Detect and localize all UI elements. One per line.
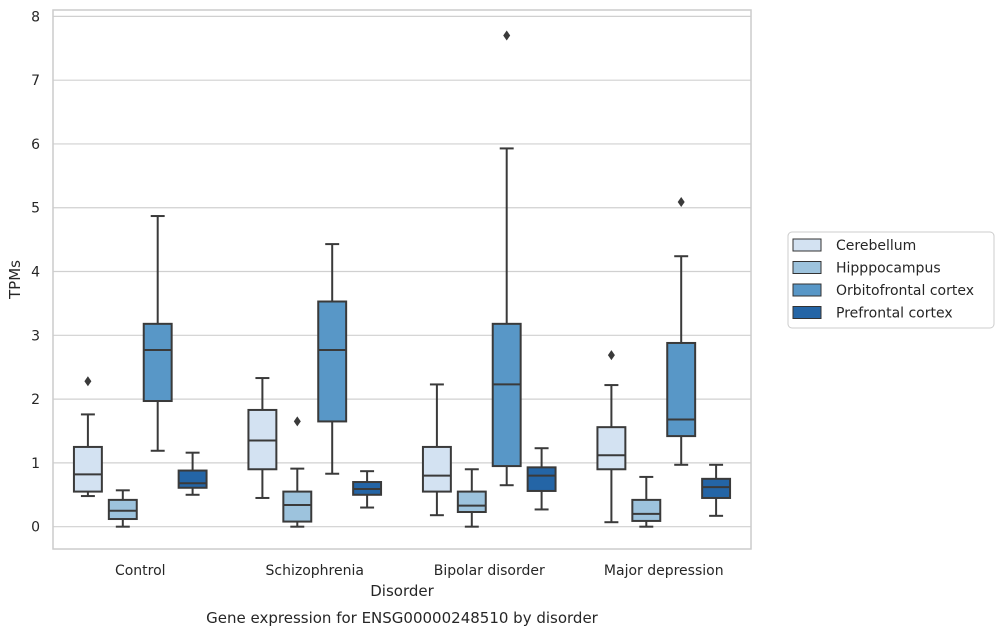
x-tick-label: Control xyxy=(115,563,166,579)
y-tick-labels: 0 1 2 3 4 5 6 7 8 xyxy=(31,9,40,535)
legend-frame xyxy=(787,231,995,329)
outlier-point xyxy=(677,196,685,207)
legend-entry: Orbitofrontal cortex xyxy=(836,283,974,299)
box-cerebellum-0 xyxy=(72,376,103,498)
legend: Cerebellum Hipppocampus Orbitofrontal cort… xyxy=(787,231,995,329)
box-iqr xyxy=(72,445,103,493)
x-axis-label: Disorder xyxy=(370,582,434,600)
box-iqr xyxy=(107,498,138,521)
legend-entry: Prefrontal cortex xyxy=(836,306,953,322)
box-iqr xyxy=(631,498,662,522)
box-orbitofrontal-cortex-3 xyxy=(666,196,697,466)
figure-caption: Gene expression for ENSG00000248510 by d… xyxy=(206,609,599,627)
box-orbitofrontal-cortex-2 xyxy=(491,30,522,487)
legend-swatch xyxy=(792,238,822,252)
y-tick-label: 0 xyxy=(31,520,40,536)
y-tick-label: 3 xyxy=(31,328,40,344)
box-hipppocampus-1 xyxy=(282,416,313,528)
x-tick-labels: Control Schizophrenia Bipolar disorder Majo… xyxy=(115,563,724,579)
plot-frame xyxy=(52,9,752,550)
box-iqr xyxy=(421,445,452,493)
box-iqr xyxy=(596,426,627,471)
box-iqr xyxy=(491,322,522,468)
x-tick-label: Schizophrenia xyxy=(266,563,364,579)
box-iqr xyxy=(282,490,313,523)
box-prefrontal-cortex-3 xyxy=(701,463,732,517)
box-prefrontal-cortex-2 xyxy=(526,447,557,511)
box-orbitofrontal-cortex-0 xyxy=(142,215,173,452)
y-tick-label: 4 xyxy=(31,265,40,281)
y-tick-label: 5 xyxy=(31,201,40,217)
box-cerebellum-2 xyxy=(421,383,452,517)
y-axis-label: TPMs xyxy=(6,260,24,300)
x-tick-label: Bipolar disorder xyxy=(434,563,545,579)
outlier-point xyxy=(293,416,301,427)
legend-swatch xyxy=(792,306,822,319)
box-cerebellum-1 xyxy=(247,377,278,499)
box-iqr xyxy=(142,322,173,403)
x-tick-label: Major depression xyxy=(604,563,724,579)
box-hipppocampus-2 xyxy=(456,468,487,528)
y-tick-label: 8 xyxy=(31,9,40,25)
box-prefrontal-cortex-1 xyxy=(352,470,383,509)
legend-swatch xyxy=(792,283,822,297)
box-iqr xyxy=(317,300,348,423)
box-orbitofrontal-cortex-1 xyxy=(317,243,348,475)
box-iqr xyxy=(526,466,557,492)
box-layer xyxy=(72,30,732,528)
y-tick-label: 1 xyxy=(31,456,40,472)
outlier-point xyxy=(503,30,511,41)
legend-swatch xyxy=(792,261,822,274)
y-tick-label: 2 xyxy=(31,392,40,408)
box-iqr xyxy=(701,477,732,499)
legend-entry: Hipppocampus xyxy=(836,261,941,277)
outlier-point xyxy=(607,350,615,361)
box-cerebellum-3 xyxy=(596,350,627,524)
outlier-point xyxy=(84,376,92,387)
box-hipppocampus-3 xyxy=(631,475,662,528)
box-prefrontal-cortex-0 xyxy=(177,451,208,496)
y-tick-label: 7 xyxy=(31,73,40,89)
legend-entry: Cerebellum xyxy=(836,238,916,254)
box-hipppocampus-0 xyxy=(107,489,138,528)
y-tick-label: 6 xyxy=(31,137,40,153)
box-iqr xyxy=(666,341,697,438)
box-iqr xyxy=(177,469,208,489)
box-iqr xyxy=(456,490,487,514)
